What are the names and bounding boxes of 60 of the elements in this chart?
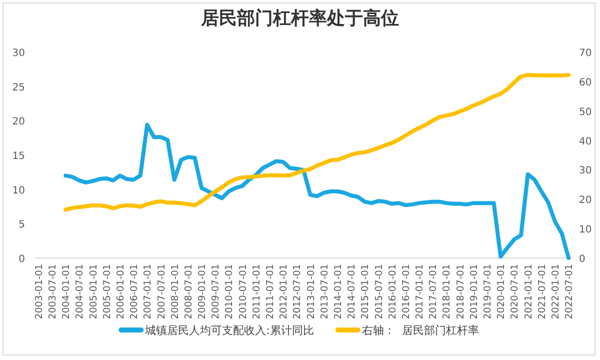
x-tick-label: 2013-07-01 <box>319 264 330 320</box>
x-tick-label: 2021-01-01 <box>523 264 534 320</box>
y2-tick-label: 50 <box>579 106 592 118</box>
x-tick-label: 2015-01-01 <box>360 264 372 320</box>
x-tick-label: 2016-07-01 <box>400 264 412 320</box>
x-tick-label: 2005-07-01 <box>102 264 113 320</box>
x-tick-label: 2022-07-01 <box>564 264 576 320</box>
x-tick-label: 2019-07-01 <box>482 264 494 320</box>
y-tick-label: 15 <box>12 151 25 162</box>
legend-label: 城镇居民人均可支配收入:累计同比 <box>144 324 314 337</box>
y-tick-label: 0 <box>18 254 25 265</box>
x-tick-label: 2013-01-01 <box>306 264 317 320</box>
x-tick-label: 2008-07-01 <box>183 264 194 320</box>
x-tick-label: 2003-01-01 <box>34 264 45 320</box>
y-tick-label: 30 <box>12 48 25 59</box>
x-tick-label: 2006-01-01 <box>115 264 126 320</box>
x-tick-label: 2005-01-01 <box>88 264 100 320</box>
x-tick-label: 2017-01-01 <box>414 264 426 320</box>
x-tick-label: 2006-07-01 <box>129 264 140 320</box>
x-tick-label: 2018-07-01 <box>455 264 466 320</box>
x-tick-label: 2021-07-01 <box>536 264 548 320</box>
x-tick-label: 2011-07-01 <box>265 264 276 320</box>
y-tick-label: 20 <box>12 116 25 128</box>
x-tick-label: 2004-01-01 <box>61 264 72 320</box>
x-tick-label: 2003-07-01 <box>47 264 58 320</box>
x-tick-label: 2010-01-01 <box>224 264 236 320</box>
line-series <box>64 122 571 260</box>
x-tick-label: 2016-01-01 <box>387 264 398 320</box>
y2-tick-label: 40 <box>579 136 592 148</box>
y2-tick-label: 20 <box>579 195 592 206</box>
x-tick-label: 2012-07-01 <box>292 264 304 320</box>
x-tick-label: 2007-01-01 <box>142 264 154 320</box>
x-tick-label: 2019-01-01 <box>468 264 480 320</box>
x-tick-label: 2008-01-01 <box>170 264 181 320</box>
x-tick-label: 2014-01-01 <box>332 264 344 320</box>
line-series <box>64 72 571 212</box>
x-tick-label: 2004-07-01 <box>74 264 86 320</box>
x-tick-label: 2018-01-01 <box>442 264 453 320</box>
y-tick-label: 10 <box>12 185 25 196</box>
x-tick-label: 2022-01-01 <box>550 264 562 320</box>
y2-tick-label: 60 <box>579 77 592 88</box>
legend-label: 右轴： 居民部门杠杆率 <box>362 324 479 337</box>
y2-tick-label: 10 <box>579 224 592 236</box>
x-tick-label: 2009-01-01 <box>197 264 208 320</box>
x-tick-label: 2015-07-01 <box>374 264 385 320</box>
x-tick-label: 2020-01-01 <box>496 264 508 320</box>
x-tick-label: 2011-01-01 <box>251 264 262 320</box>
y2-tick-label: 30 <box>579 166 592 177</box>
x-tick-label: 2009-07-01 <box>210 264 222 320</box>
x-tick-label: 2014-07-01 <box>346 264 358 320</box>
x-tick-label: 2007-07-01 <box>156 264 168 320</box>
y2-tick-label: 0 <box>579 254 586 265</box>
x-tick-label: 2010-07-01 <box>238 264 249 320</box>
y-tick-label: 25 <box>12 82 25 94</box>
x-tick-label: 2017-07-01 <box>428 264 440 320</box>
y2-tick-label: 70 <box>579 48 592 59</box>
chart-title: 居民部门杠杆率处于高位 <box>200 8 399 29</box>
x-tick-label: 2020-07-01 <box>510 264 521 320</box>
y-tick-label: 5 <box>18 220 25 231</box>
x-tick-label: 2012-01-01 <box>278 264 290 320</box>
